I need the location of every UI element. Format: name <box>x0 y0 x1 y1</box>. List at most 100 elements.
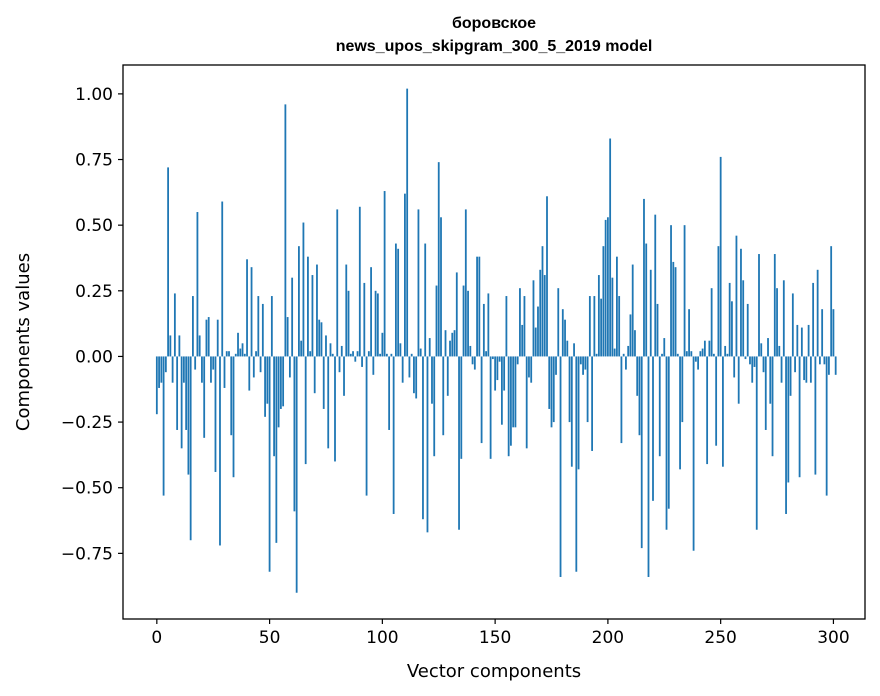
bar <box>690 351 693 357</box>
bar <box>383 191 386 357</box>
bar <box>595 353 598 357</box>
bar <box>740 248 742 357</box>
bar <box>548 356 551 409</box>
bar <box>318 319 321 357</box>
bar <box>546 196 548 357</box>
bar <box>796 324 799 357</box>
bar <box>762 356 765 373</box>
bar <box>361 356 363 367</box>
bar <box>609 138 612 357</box>
bar <box>155 356 158 415</box>
y-tick-label: 0.25 <box>75 282 113 302</box>
bar <box>480 356 483 444</box>
bar <box>496 356 499 381</box>
bar <box>345 264 348 357</box>
bar <box>401 356 404 383</box>
bar <box>476 256 478 357</box>
bar <box>453 330 456 357</box>
bar <box>352 351 354 357</box>
bar <box>640 356 643 549</box>
bar <box>385 353 388 357</box>
bar <box>279 356 282 409</box>
bar <box>676 353 679 357</box>
bar <box>381 332 384 357</box>
bar <box>582 356 584 375</box>
bar <box>791 293 794 357</box>
bar <box>336 209 339 357</box>
bar <box>809 356 812 383</box>
y-tick-label: −0.50 <box>61 479 113 499</box>
bar <box>316 264 318 357</box>
bar <box>309 351 312 357</box>
bar <box>356 351 359 357</box>
bar <box>185 356 188 430</box>
bar <box>742 280 745 357</box>
bar <box>293 356 296 512</box>
bar <box>717 246 720 357</box>
bar <box>196 212 199 357</box>
bar <box>422 356 424 520</box>
bar <box>167 167 169 357</box>
bar <box>223 356 226 388</box>
bar <box>735 235 738 357</box>
bar <box>656 303 659 357</box>
bar <box>460 356 463 459</box>
bar <box>516 356 519 365</box>
bar <box>616 256 618 357</box>
bar <box>643 198 645 357</box>
bar <box>550 356 553 428</box>
bar <box>173 293 176 357</box>
bar <box>834 356 837 375</box>
bar <box>706 356 709 465</box>
bar <box>534 327 537 357</box>
bar <box>715 356 718 446</box>
bar <box>519 288 521 357</box>
bar <box>302 222 305 357</box>
chart-title-line1: боровское <box>452 15 536 32</box>
bar <box>300 340 303 357</box>
bar <box>431 356 433 404</box>
bar <box>189 356 192 541</box>
x-tick-label: 100 <box>366 628 398 648</box>
bar <box>586 356 589 423</box>
bar <box>442 356 445 436</box>
bar <box>561 309 564 357</box>
bar <box>388 356 391 430</box>
bar <box>230 356 233 436</box>
bar <box>261 303 264 357</box>
bar <box>584 356 587 370</box>
x-tick-label: 250 <box>704 628 736 648</box>
bar <box>291 277 294 357</box>
bar <box>210 356 212 383</box>
bar <box>760 343 763 357</box>
bar <box>419 348 422 357</box>
bar <box>712 353 715 357</box>
x-axis-label: Vector components <box>407 661 581 682</box>
bar <box>451 332 454 357</box>
bar <box>823 356 826 365</box>
bar <box>192 296 194 357</box>
bar <box>415 356 418 399</box>
bar <box>681 356 684 423</box>
bar <box>579 356 582 365</box>
bar <box>528 356 530 378</box>
bar <box>212 356 215 370</box>
bar <box>478 256 481 357</box>
bar <box>722 356 724 467</box>
bar <box>559 356 562 577</box>
bar <box>555 356 557 375</box>
bar <box>494 356 497 391</box>
bar <box>433 356 436 457</box>
y-tick-label: 1.00 <box>75 85 113 105</box>
bar <box>812 282 815 357</box>
bar <box>629 314 632 357</box>
bar <box>724 345 727 357</box>
bar <box>489 356 492 459</box>
bar <box>726 353 729 357</box>
bar <box>171 356 174 383</box>
bar <box>394 243 397 357</box>
bar <box>825 356 828 496</box>
bar <box>665 356 668 530</box>
bar <box>764 356 767 430</box>
bar <box>228 351 230 357</box>
